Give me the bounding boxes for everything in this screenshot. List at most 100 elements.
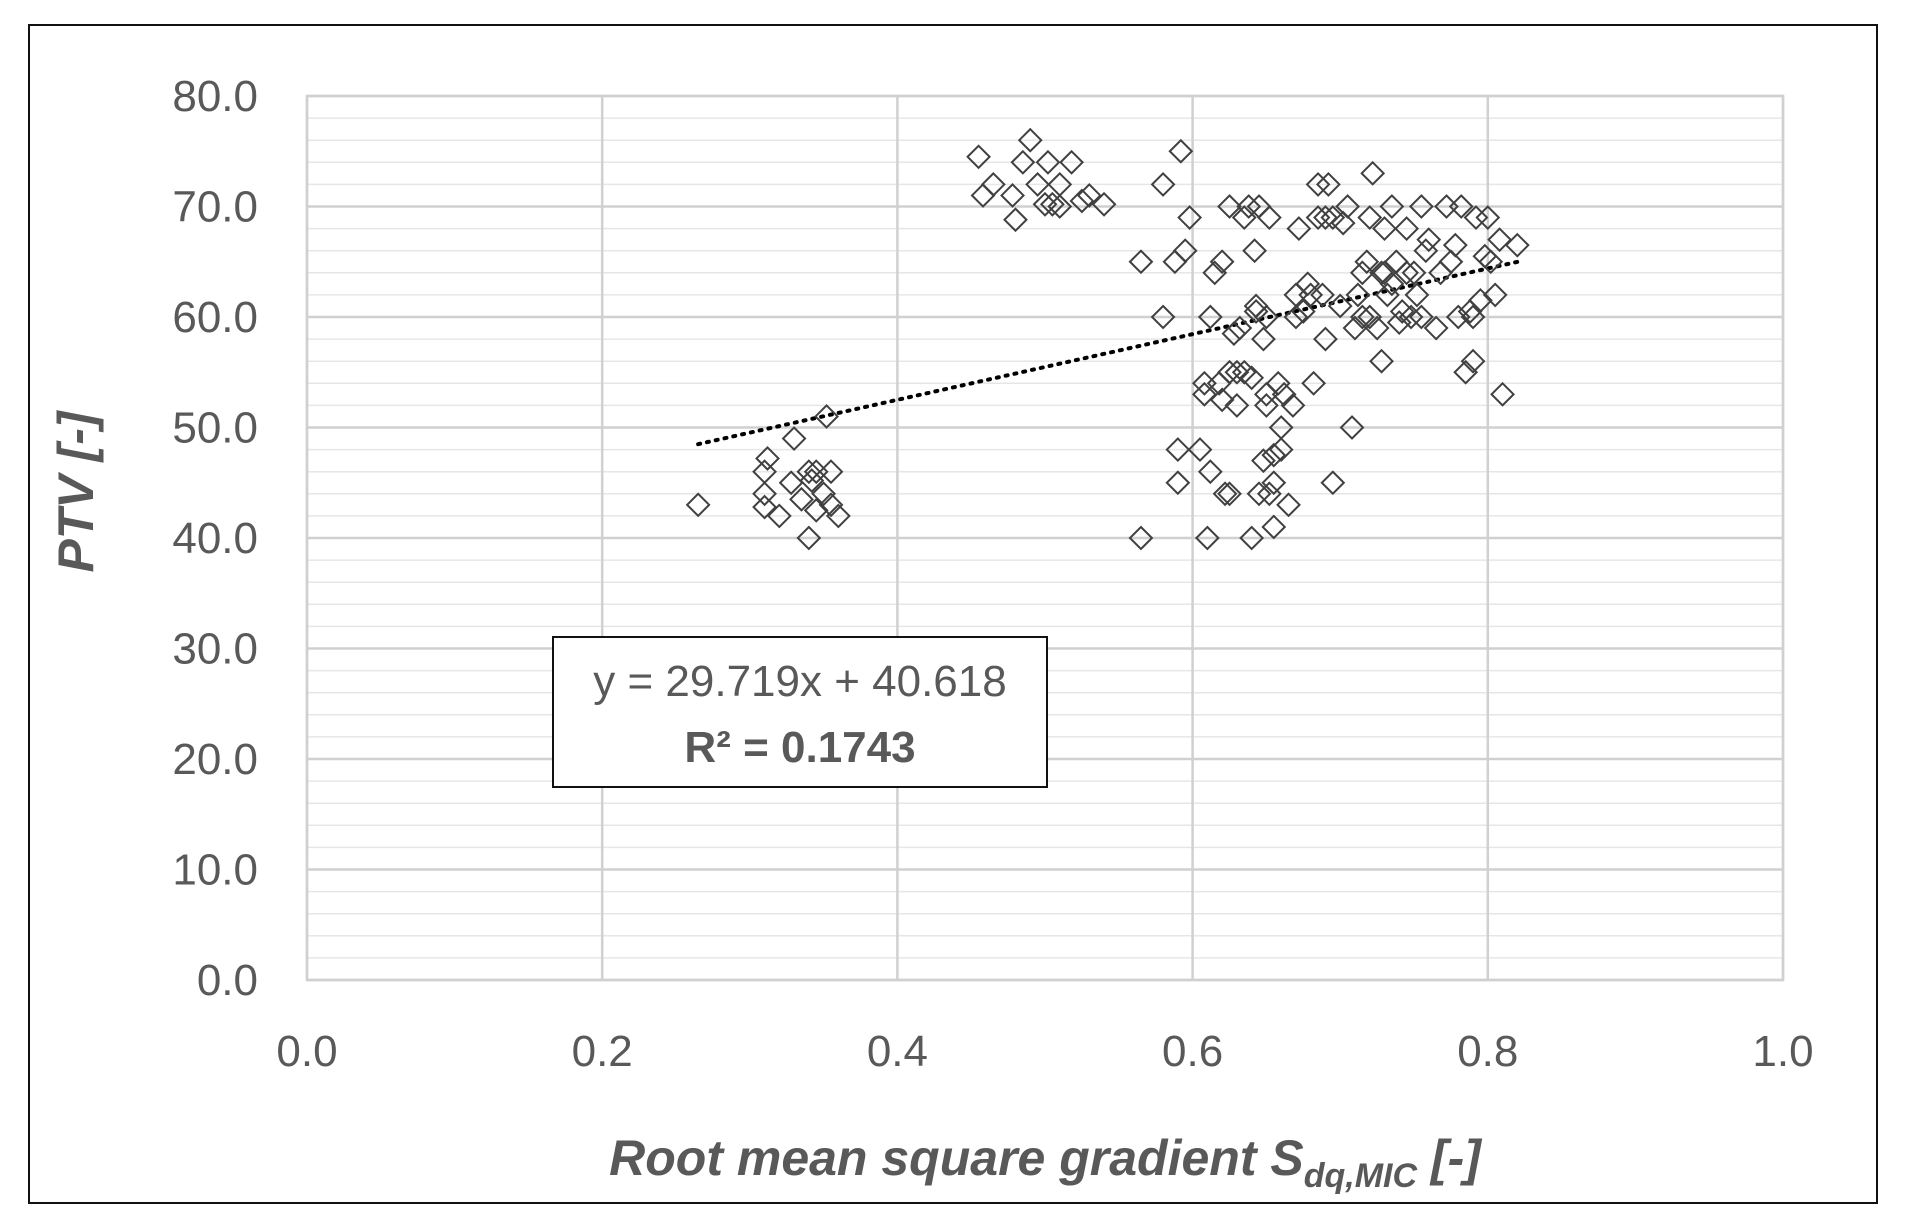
data-point (818, 492, 844, 518)
x-tick-label: 0.8 (1457, 1027, 1518, 1076)
data-point (1320, 470, 1346, 496)
data-point (1209, 387, 1235, 413)
data-point (1172, 238, 1198, 264)
y-tick-label: 30.0 (172, 625, 258, 674)
data-point (685, 492, 711, 518)
data-point (796, 459, 822, 485)
data-point (1475, 205, 1501, 230)
data-point (1265, 370, 1291, 396)
trendline-equation-box: y = 29.719x + 40.618 R² = 0.1743 (552, 636, 1048, 788)
data-point (1224, 359, 1250, 385)
data-point (1478, 249, 1504, 275)
x-axis-title: Root mean square gradient Sdq,MIC [-] (609, 1130, 1483, 1195)
y-tick-label: 20.0 (172, 735, 258, 784)
data-point (752, 459, 777, 485)
data-point (1010, 149, 1036, 175)
data-point (1271, 381, 1297, 407)
data-point (1227, 315, 1253, 341)
x-axis-title-suffix: [-] (1417, 1130, 1483, 1186)
data-point (796, 525, 822, 551)
data-point (1327, 293, 1353, 319)
data-point (1408, 304, 1434, 330)
x-tick-label: 0.2 (572, 1027, 633, 1076)
data-point (1408, 194, 1434, 219)
data-point (1360, 160, 1386, 186)
data-point (1177, 205, 1203, 230)
data-point (1209, 249, 1235, 275)
data-point (1191, 381, 1217, 407)
x-tick-labels: 0.0 0.2 0.4 0.6 0.8 1.0 (276, 1027, 1813, 1076)
data-point (1069, 188, 1095, 214)
data-point (1032, 191, 1058, 217)
data-point (1342, 315, 1368, 341)
data-point (1369, 348, 1394, 374)
data-point (1487, 227, 1513, 253)
y-tick-label: 10.0 (172, 846, 258, 895)
data-point (1150, 171, 1176, 197)
data-point (1490, 381, 1515, 407)
data-point (1349, 304, 1375, 330)
data-point (1091, 191, 1117, 217)
data-point (1239, 525, 1265, 551)
y-tick-label: 60.0 (172, 293, 258, 342)
data-point (1438, 249, 1464, 275)
data-point (1280, 392, 1306, 418)
data-point (1504, 232, 1530, 258)
data-point (1217, 194, 1242, 219)
data-point (1202, 260, 1228, 286)
data-point (1268, 437, 1294, 463)
data-point (1357, 205, 1383, 230)
data-point (1253, 304, 1279, 330)
data-point (1162, 249, 1188, 275)
data-point (1460, 304, 1486, 330)
data-point (1231, 359, 1257, 385)
data-point (789, 486, 814, 512)
data-point (1251, 448, 1276, 474)
data-point (1242, 238, 1268, 264)
x-tick-label: 0.0 (276, 1027, 337, 1076)
data-point (1128, 525, 1154, 551)
data-point (1003, 207, 1028, 233)
data-point (1398, 304, 1424, 330)
y-tick-label: 50.0 (172, 404, 258, 453)
data-point (1165, 470, 1191, 496)
data-point (1423, 315, 1449, 341)
data-point (1448, 194, 1474, 219)
data-point (1463, 205, 1489, 230)
data-point (1251, 326, 1276, 352)
data-points (685, 127, 1530, 551)
data-point (1256, 205, 1282, 230)
data-point (1404, 282, 1430, 308)
data-point (1197, 304, 1223, 330)
x-axis-title-main: Root mean square gradient S (609, 1130, 1304, 1186)
data-point (1047, 194, 1073, 219)
data-point (752, 481, 777, 507)
data-point (1212, 481, 1238, 507)
data-point (1290, 299, 1316, 324)
data-point (766, 503, 792, 529)
data-point (1305, 205, 1331, 230)
data-point (1165, 437, 1191, 463)
data-point (1298, 282, 1324, 308)
plot-area-border (305, 94, 1785, 982)
data-point (1442, 232, 1468, 258)
data-point (1394, 260, 1420, 286)
trendline (696, 259, 1520, 447)
data-point (1401, 260, 1427, 286)
data-point (1295, 271, 1321, 297)
data-point (1035, 149, 1061, 175)
data-point (1310, 282, 1335, 308)
data-point (1025, 171, 1051, 197)
data-point (811, 481, 837, 507)
y-axis-title: PTV [-] (48, 409, 104, 572)
data-point (1394, 216, 1420, 242)
axes (305, 94, 1785, 982)
data-point (1416, 227, 1442, 253)
chart-frame (28, 24, 1878, 1204)
data-point (755, 446, 780, 471)
data-point (1468, 288, 1493, 313)
data-point (1460, 348, 1486, 374)
data-point (1335, 194, 1360, 219)
data-point (1253, 392, 1279, 418)
